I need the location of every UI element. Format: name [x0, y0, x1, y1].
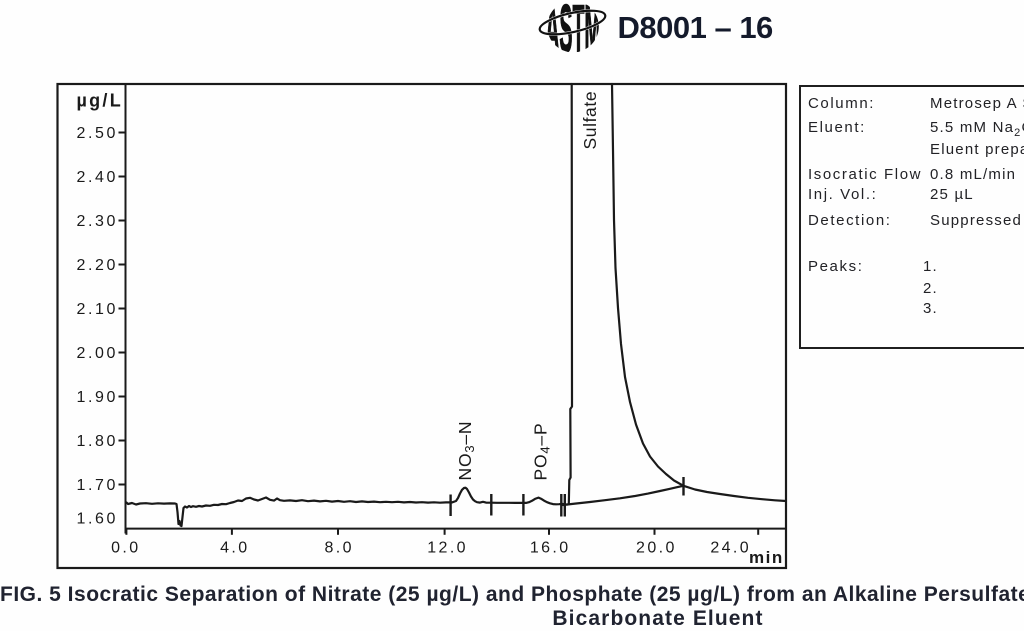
svg-text:8.0: 8.0	[324, 540, 353, 557]
svg-text:1.80: 1.80	[76, 433, 118, 450]
svg-text:min: min	[749, 548, 784, 567]
svg-text:24.0: 24.0	[710, 540, 751, 557]
svg-text:NO3–N: NO3–N	[455, 421, 477, 481]
svg-text:1.70: 1.70	[76, 477, 118, 494]
svg-text:12.0: 12.0	[427, 540, 468, 557]
svg-text:2.20: 2.20	[76, 257, 118, 274]
svg-text:2.40: 2.40	[76, 169, 118, 186]
svg-text:20.0: 20.0	[636, 540, 677, 557]
svg-text:µg/L: µg/L	[76, 90, 123, 110]
svg-text:2.10: 2.10	[76, 301, 118, 318]
svg-text:2.30: 2.30	[76, 213, 118, 230]
svg-text:1.60: 1.60	[76, 510, 118, 527]
svg-text:16.0: 16.0	[530, 540, 571, 557]
svg-text:0.0: 0.0	[111, 540, 140, 557]
svg-text:2.00: 2.00	[76, 345, 118, 362]
svg-text:4.0: 4.0	[220, 540, 249, 557]
svg-text:PO4–P: PO4–P	[530, 423, 552, 481]
svg-text:2.50: 2.50	[76, 125, 118, 142]
svg-text:Sulfate: Sulfate	[580, 91, 600, 150]
svg-text:1.90: 1.90	[76, 389, 118, 406]
